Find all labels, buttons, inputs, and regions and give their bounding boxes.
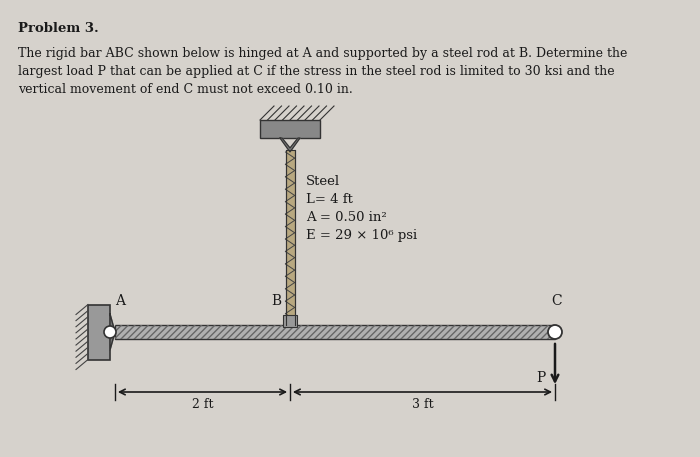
Bar — [283, 315, 297, 327]
Text: The rigid bar ABC shown below is hinged at A and supported by a steel rod at B. : The rigid bar ABC shown below is hinged … — [18, 47, 627, 60]
Text: L= 4 ft: L= 4 ft — [306, 193, 353, 206]
Circle shape — [104, 326, 116, 338]
Text: C: C — [552, 294, 562, 308]
Text: Steel: Steel — [306, 175, 340, 188]
Circle shape — [548, 325, 562, 339]
Polygon shape — [280, 138, 300, 152]
Text: 2 ft: 2 ft — [192, 398, 214, 411]
Text: P: P — [536, 371, 545, 385]
Text: E = 29 × 10⁶ psi: E = 29 × 10⁶ psi — [306, 229, 417, 242]
Text: largest load P that can be applied at C if the stress in the steel rod is limite: largest load P that can be applied at C … — [18, 65, 615, 78]
Text: A: A — [115, 294, 125, 308]
Text: B: B — [271, 294, 281, 308]
Polygon shape — [110, 314, 115, 350]
Bar — [88, 304, 110, 360]
Bar — [115, 325, 555, 339]
Bar — [115, 325, 555, 339]
Text: A = 0.50 in²: A = 0.50 in² — [306, 211, 386, 224]
Text: vertical movement of end C must not exceed 0.10 in.: vertical movement of end C must not exce… — [18, 83, 353, 96]
Text: Problem 3.: Problem 3. — [18, 22, 99, 35]
Bar — [286, 150, 295, 325]
Bar — [260, 120, 320, 138]
Text: 3 ft: 3 ft — [412, 398, 433, 411]
